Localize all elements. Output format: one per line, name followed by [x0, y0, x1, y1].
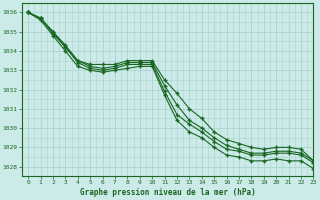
X-axis label: Graphe pression niveau de la mer (hPa): Graphe pression niveau de la mer (hPa): [80, 188, 256, 197]
